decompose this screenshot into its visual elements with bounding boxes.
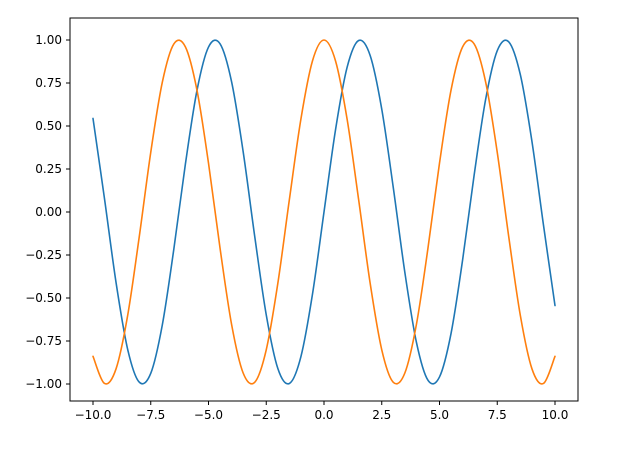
x-tick-label: 2.5 xyxy=(372,408,391,422)
x-tick-label: 10.0 xyxy=(542,408,569,422)
series-line-0 xyxy=(92,39,556,385)
y-tick-label: 0.00 xyxy=(35,205,62,219)
y-tick-label: 0.50 xyxy=(35,119,62,133)
y-axis: 1.00 0.75 0.50 0.25 0.00 −0.25 −0.50 −0.75 −1.00 xyxy=(25,33,70,391)
x-tick-label: −5.0 xyxy=(194,408,223,422)
y-tick-label: −0.50 xyxy=(25,291,62,305)
y-tick-label: 0.75 xyxy=(35,76,62,90)
x-axis: −10.0 −7.5 −5.0 −2.5 0.0 2.5 5.0 7.5 10.0 xyxy=(75,401,569,422)
x-tick-label: 7.5 xyxy=(488,408,507,422)
y-tick-label: 1.00 xyxy=(35,33,62,47)
series-layer xyxy=(92,39,556,385)
y-tick-label: −0.25 xyxy=(25,248,62,262)
x-tick-label: 0.0 xyxy=(314,408,333,422)
y-tick-label: −0.75 xyxy=(25,334,62,348)
x-tick-label: 5.0 xyxy=(430,408,449,422)
x-tick-label: −10.0 xyxy=(75,408,112,422)
series-line-1 xyxy=(92,39,556,385)
x-tick-label: −7.5 xyxy=(136,408,165,422)
y-tick-label: 0.25 xyxy=(35,162,62,176)
x-tick-label: −2.5 xyxy=(252,408,281,422)
y-tick-label: −1.00 xyxy=(25,377,62,391)
